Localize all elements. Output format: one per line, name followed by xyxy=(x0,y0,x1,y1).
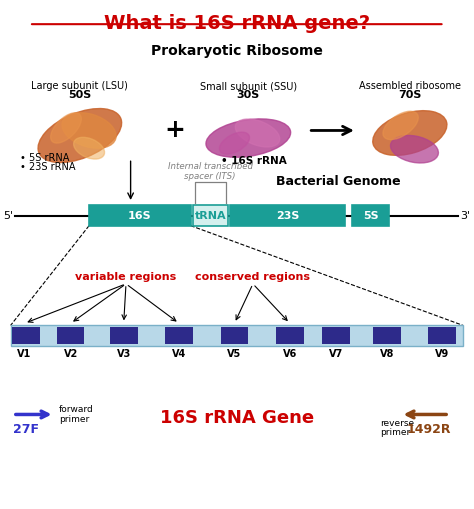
Text: 5': 5' xyxy=(3,211,13,220)
Bar xyxy=(373,327,401,344)
Bar xyxy=(57,327,84,344)
Ellipse shape xyxy=(51,113,82,143)
Bar xyxy=(110,327,137,344)
Text: V2: V2 xyxy=(64,349,78,359)
Text: variable regions: variable regions xyxy=(75,272,177,282)
Bar xyxy=(322,327,350,344)
Bar xyxy=(10,325,463,346)
Text: 3': 3' xyxy=(461,211,471,220)
Text: 5S: 5S xyxy=(363,211,378,220)
Text: What is 16S rRNA gene?: What is 16S rRNA gene? xyxy=(104,14,370,33)
Text: V9: V9 xyxy=(435,349,449,359)
Text: Assembled ribosome: Assembled ribosome xyxy=(359,81,461,92)
Text: V1: V1 xyxy=(18,349,32,359)
Bar xyxy=(165,327,193,344)
Ellipse shape xyxy=(383,111,418,139)
Text: Internal transcribed
spacer (ITS): Internal transcribed spacer (ITS) xyxy=(168,162,253,181)
Text: V6: V6 xyxy=(283,349,297,359)
Text: • 16S rRNA: • 16S rRNA xyxy=(220,156,286,166)
Text: Prokaryotic Ribosome: Prokaryotic Ribosome xyxy=(151,44,323,59)
Text: V4: V4 xyxy=(172,349,186,359)
Bar xyxy=(220,327,248,344)
Text: forward
primer: forward primer xyxy=(59,405,94,424)
Ellipse shape xyxy=(219,132,249,154)
Ellipse shape xyxy=(38,108,122,162)
Text: 1492R: 1492R xyxy=(407,422,451,436)
Text: primer: primer xyxy=(380,428,410,437)
Ellipse shape xyxy=(206,119,291,157)
Bar xyxy=(428,327,456,344)
Text: +: + xyxy=(164,119,185,143)
Text: reverse: reverse xyxy=(380,418,414,428)
Text: • 5S rRNA: • 5S rRNA xyxy=(20,153,69,163)
Ellipse shape xyxy=(235,119,280,147)
Text: V8: V8 xyxy=(380,349,394,359)
Bar xyxy=(89,206,191,225)
Ellipse shape xyxy=(73,137,105,159)
Text: Small subunit (SSU): Small subunit (SSU) xyxy=(200,81,297,92)
Text: 50S: 50S xyxy=(68,90,91,100)
Text: 70S: 70S xyxy=(398,90,421,100)
Ellipse shape xyxy=(391,135,438,163)
Ellipse shape xyxy=(373,110,447,155)
Text: Large subunit (LSU): Large subunit (LSU) xyxy=(31,81,128,92)
Text: 27F: 27F xyxy=(13,422,39,436)
Text: 23S: 23S xyxy=(276,211,299,220)
Text: V7: V7 xyxy=(329,349,343,359)
Text: V3: V3 xyxy=(117,349,131,359)
Text: 16S: 16S xyxy=(128,211,152,220)
Text: • 23S rRNA: • 23S rRNA xyxy=(20,162,75,173)
Text: V5: V5 xyxy=(228,349,242,359)
Text: 16S rRNA Gene: 16S rRNA Gene xyxy=(160,409,314,427)
Text: 30S: 30S xyxy=(237,90,260,100)
Text: tRNA: tRNA xyxy=(194,211,226,220)
Ellipse shape xyxy=(62,113,116,148)
Text: conserved regions: conserved regions xyxy=(195,272,310,282)
Bar xyxy=(193,206,228,225)
Text: Bacterial Genome: Bacterial Genome xyxy=(276,175,401,188)
Bar xyxy=(276,327,304,344)
Bar xyxy=(12,327,40,344)
Bar xyxy=(352,206,389,225)
Bar xyxy=(230,206,345,225)
